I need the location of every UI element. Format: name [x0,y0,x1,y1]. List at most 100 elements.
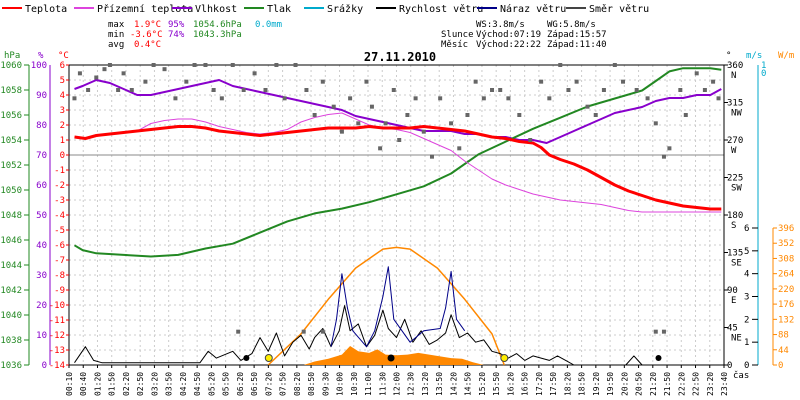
legend-label-prizemni-teplota: Přízemní teplota [97,3,193,15]
wind-direction-marker [661,329,666,334]
x-tick-label: 07:20 [264,372,273,396]
hpa-tick-label: 1060 [0,61,22,71]
humidity-tick-label: 0 [42,361,47,371]
legend-label-tlak: Tlak [267,4,291,15]
solar-tick-label: 132 [778,315,794,325]
wind-direction-marker [490,88,495,92]
wind-gust-line [330,266,466,348]
direction-tick-label: 315 [727,99,743,109]
temp-tick-label: 4 [60,91,65,101]
x-tick-label: 08:50 [307,372,316,396]
x-tick-label: 05:50 [222,372,231,396]
x-tick-label: 20:50 [635,372,644,396]
wind-speed-tick-label: 2 [744,315,749,325]
wind-still-marker [655,355,662,361]
temp-tick-label: -10 [49,301,65,311]
wind-direction-marker [413,96,418,101]
wind-direction-marker [77,71,82,76]
axis-unit-headers: hPa % °C ° m/s W/m čas [4,51,794,381]
direction-compass-label: S [731,221,736,231]
x-tick-label: 04:20 [179,372,188,396]
wind-direction-marker [645,96,650,101]
x-tick-label: 18:50 [578,372,587,396]
wind-direction-marker [369,104,374,109]
wind-direction-marker [378,146,383,151]
rain-tick-label: 1 [761,61,766,71]
hpa-tick-label: 1046 [0,236,22,246]
temp-tick-label: -9 [54,286,65,296]
solar-tick-label: 264 [778,270,794,280]
x-tick-label: 09:30 [321,372,330,396]
direction-compass-label: NW [731,109,742,119]
legend-label-srazky: Srážky [327,3,363,15]
temp-tick-label: -7 [54,256,65,266]
solar-tick-label: 352 [778,239,794,249]
wind-direction-marker [601,88,606,92]
wind-speed-info: WS:3.8m/s [476,20,525,30]
wind-direction-marker [566,88,571,92]
direction-compass-label: SW [731,184,742,194]
wind-direction-marker [634,88,639,92]
wind-direction-marker [94,75,99,80]
x-tick-label: 13:20 [421,372,430,396]
x-tick-label: 04:50 [193,372,202,396]
x-tick-label: 05:20 [207,372,216,396]
x-tick-label: 20:20 [620,372,629,396]
wind-direction-marker [612,63,617,67]
x-tick-label: 07:50 [279,372,288,396]
hpa-tick-label: 1042 [0,286,22,296]
wind-direction-marker [230,63,235,67]
moon-label: Měsíc [441,40,468,50]
hpa-tick-label: 1056 [0,111,22,121]
pressure-line [73,67,722,258]
sun-marker [500,354,509,362]
solar-tick-label: 220 [778,285,794,295]
temp-tick-label: -3 [54,196,65,206]
direction-tick-label: 135 [727,249,743,259]
hpa-tick-label: 1036 [0,361,22,371]
wind-direction-marker [421,129,426,134]
solar-radiation-line [267,246,505,366]
x-tick-label: 14:50 [464,372,473,396]
wind-speed-tick-label: 6 [744,224,749,234]
x-tick-label: 03:20 [150,372,159,396]
x-tick-label: 18:20 [563,372,572,396]
wind-direction-marker [438,96,443,101]
wind-direction-marker [449,121,454,126]
wind-direction-marker [173,96,178,101]
direction-tick-label: 180 [727,211,743,221]
wind-speed-tick-label: 4 [744,270,749,280]
humidity-tick-label: 40 [36,241,47,251]
x-tick-label: 01:50 [108,372,117,396]
direction-compass-label: W [731,146,737,156]
wind-direction-marker [143,79,148,84]
wind-direction-marker [129,88,134,92]
wind-direction-marker [86,88,91,92]
wind-direction-marker [405,113,410,117]
legend-label-vlhkost: Vlhkost [195,4,237,15]
x-tick-label: 01:20 [93,372,102,396]
legend-label-smer-vetru: Směr větru [589,3,649,15]
x-tick-label: 13:50 [435,372,444,396]
stats-min-pressure: 1043.3hPa [193,30,242,40]
solar-tick-label: 44 [778,346,789,356]
direction-tick-label: 45 [727,324,738,334]
x-tick-label: 14:20 [449,372,458,396]
solar-noon-marker [387,354,395,362]
direction-compass-label: NE [731,334,742,344]
unit-wm2: W/m [778,51,794,61]
stats-min-label: min [108,30,124,40]
wind-direction-marker [465,113,470,117]
ground-temperature-line [136,112,722,213]
solar-tick-label: 88 [778,331,789,341]
temp-tick-label: 6 [60,61,65,71]
wind-direction-marker [383,121,388,126]
humidity-tick-label: 90 [36,91,47,101]
temp-tick-label: -11 [49,316,65,326]
temp-tick-label: 2 [60,121,65,131]
wind-direction-marker [219,96,224,101]
wind-direction-marker [667,146,672,151]
sunset-info: Západ:15:57 [547,30,607,40]
direction-compass-label: SE [731,259,742,269]
x-tick-label: 10:00 [336,372,345,396]
